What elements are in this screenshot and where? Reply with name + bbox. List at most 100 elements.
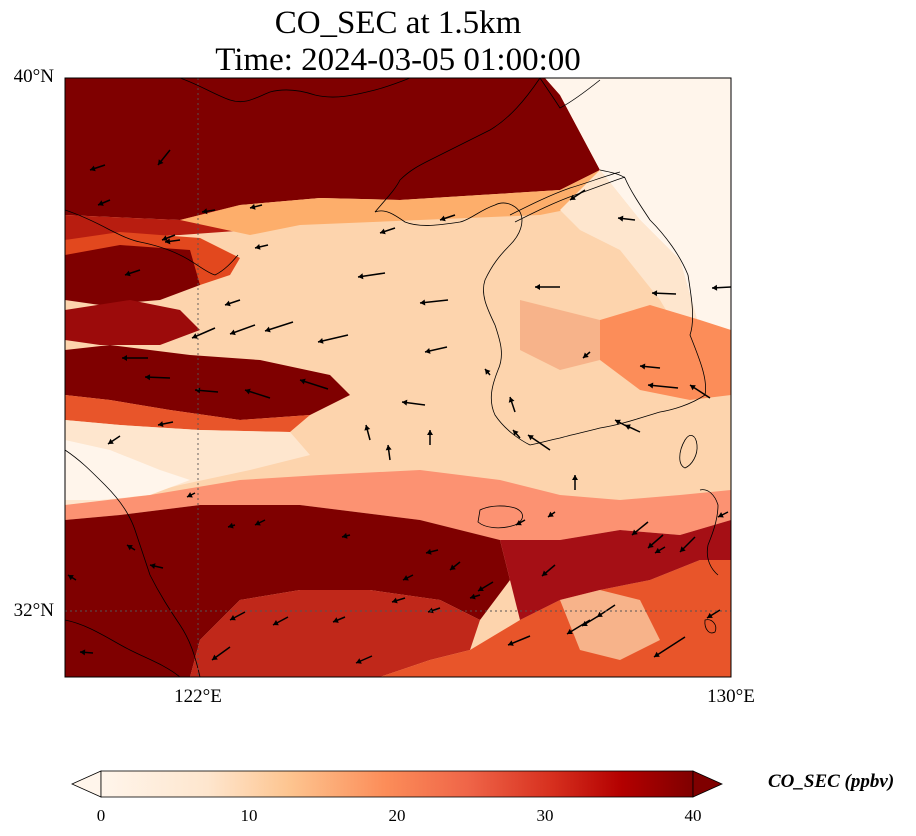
wind-arrow-head	[450, 564, 456, 570]
colorbar	[71, 770, 723, 798]
wind-arrow	[647, 384, 679, 389]
wind-arrow-head	[300, 378, 306, 385]
wind-arrow	[317, 334, 349, 343]
wind-arrow-head	[625, 424, 631, 430]
wind-vectors	[67, 149, 731, 664]
wind-arrow-head	[318, 337, 324, 344]
wind-arrow-head	[127, 545, 133, 551]
wind-arrow-head	[440, 215, 446, 222]
colorbar-gradient	[100, 770, 694, 798]
wind-arrow-head	[165, 238, 171, 245]
wind-arrow-head	[158, 159, 164, 165]
colorbar-tick-20: 20	[388, 806, 406, 825]
wind-arrow-head	[402, 399, 408, 406]
wind-arrow-head	[380, 228, 386, 235]
wind-arrow-head	[342, 532, 348, 539]
wind-arrow-head	[712, 284, 718, 291]
wind-arrow-head	[228, 522, 234, 529]
wind-arrow-head	[640, 363, 646, 370]
wind-arrow-head	[90, 165, 96, 172]
wind-arrow-head	[508, 640, 514, 646]
wind-arrow-head	[202, 208, 208, 215]
wind-arrow-head	[570, 194, 576, 200]
wind-arrow-head	[654, 651, 660, 657]
plot-frame	[64, 77, 732, 678]
coastlines	[65, 78, 719, 677]
wind-arrow-head	[427, 430, 433, 435]
wind-arrow-head	[265, 326, 271, 333]
lat-label-32n: 32°N	[13, 600, 54, 621]
colorbar-extend-min	[71, 770, 102, 798]
wind-arrow-head	[187, 492, 193, 498]
wind-arrow-head	[718, 512, 724, 518]
wind-arrow-head	[255, 520, 261, 526]
wind-arrow-head	[192, 333, 198, 339]
wind-arrow-head	[356, 658, 362, 664]
wind-arrow-head	[632, 529, 638, 535]
map-title: CO_SEC at 1.5km	[274, 5, 522, 41]
wind-arrow-head	[195, 387, 201, 394]
wind-arrow-head	[567, 628, 573, 634]
wind-arrow-head	[615, 419, 621, 425]
wind-arrow-head	[364, 425, 371, 431]
wind-arrow-head	[542, 570, 548, 576]
wind-arrow-head	[535, 284, 540, 290]
wind-arrow-head	[508, 397, 515, 403]
wind-arrow-head	[655, 547, 661, 553]
wind-arrow-head	[428, 607, 434, 614]
wind-arrow-head	[485, 369, 491, 375]
wind-arrow-head	[425, 347, 431, 354]
colorbar-tick-40: 40	[684, 806, 702, 825]
wind-arrow-head	[158, 421, 164, 427]
colorbar-tick-0: 0	[96, 806, 106, 825]
wind-arrow-head	[212, 654, 218, 660]
wind-arrow-head	[358, 273, 364, 280]
wind-arrow-head	[513, 430, 519, 436]
wind-arrow-head	[648, 542, 654, 548]
wind-arrow-head	[548, 511, 554, 517]
wind-arrow-head	[680, 546, 686, 552]
colorbar-extend-max	[692, 770, 723, 798]
wind-arrow-head	[98, 200, 104, 206]
map-subtitle: Time: 2024-03-05 01:00:00	[215, 42, 581, 78]
wind-arrow-head	[403, 575, 409, 581]
wind-arrow-head	[122, 355, 127, 361]
lat-label-40n: 40°N	[13, 66, 54, 87]
wind-arrow-head	[707, 612, 713, 618]
gridlines	[65, 78, 731, 677]
colorbar-tick-30: 30	[536, 806, 554, 825]
wind-arrow-head	[333, 617, 339, 623]
wind-arrow-head	[426, 548, 432, 555]
wind-arrow-head	[125, 270, 131, 277]
lon-label-122e: 122°E	[174, 686, 222, 707]
wind-arrow-head	[618, 215, 624, 222]
wind-arrow-head	[225, 300, 231, 307]
wind-arrow-head	[230, 329, 236, 336]
wind-arrow	[653, 636, 686, 658]
wind-arrow-head	[652, 290, 658, 297]
wind-arrow-head	[392, 597, 398, 604]
wind-arrow-head	[648, 382, 654, 389]
wind-arrow-head	[80, 649, 86, 656]
wind-arrow-head	[583, 352, 589, 358]
wind-arrow-head	[385, 445, 392, 451]
wind-arrow-head	[108, 438, 114, 444]
wind-arrow-head	[230, 615, 236, 621]
wind-arrow-head	[516, 519, 522, 526]
lon-label-130e: 130°E	[707, 686, 755, 707]
colorbar-tick-10: 10	[240, 806, 258, 825]
wind-arrow-head	[478, 585, 484, 591]
wind-arrow-head	[470, 593, 476, 600]
wind-arrow-head	[162, 235, 168, 242]
wind-arrow-head	[690, 385, 696, 391]
wind-arrow-head	[145, 374, 151, 381]
wind-arrow-head	[420, 299, 426, 306]
wind-arrow-head	[150, 563, 156, 570]
wind-arrow-head	[255, 243, 261, 250]
wind-arrow-head	[273, 620, 279, 626]
wind-arrow-head	[250, 203, 256, 210]
colorbar-label: CO_SEC (ppbv)	[768, 771, 895, 792]
wind-arrow-head	[245, 388, 251, 395]
wind-arrow-head	[528, 435, 534, 441]
